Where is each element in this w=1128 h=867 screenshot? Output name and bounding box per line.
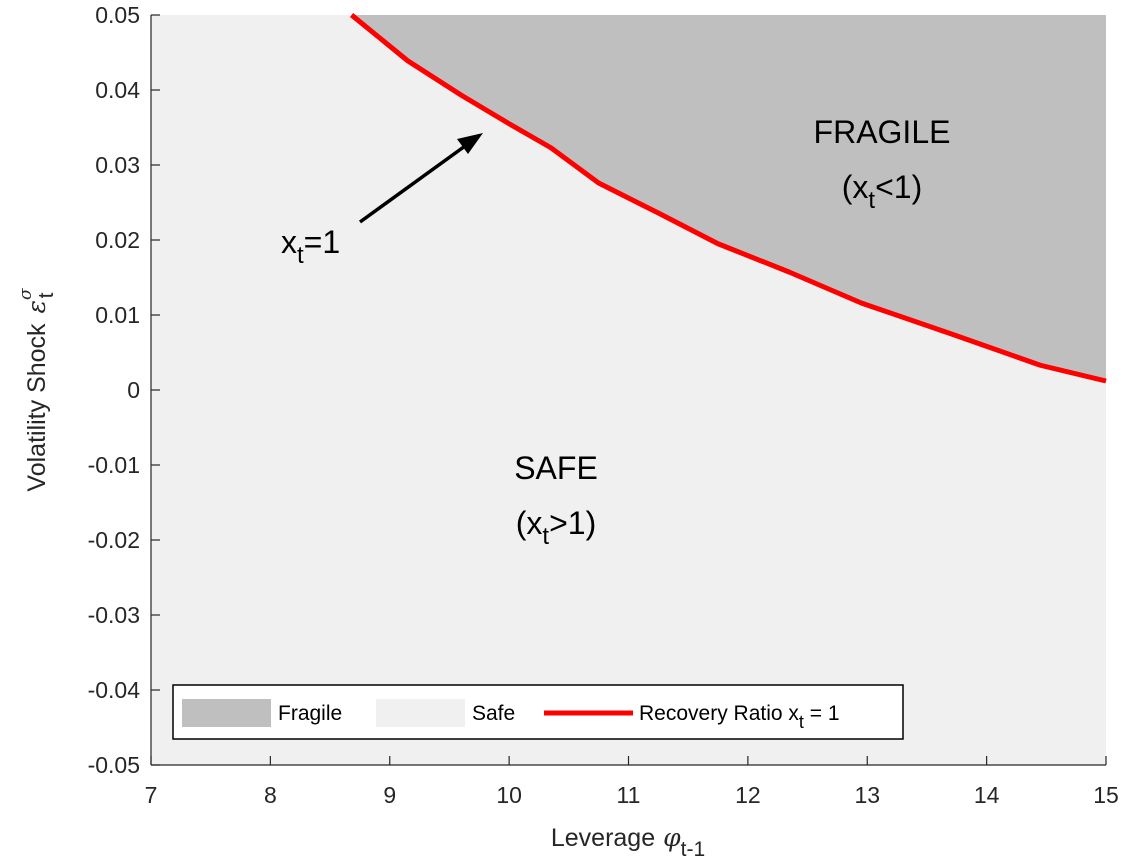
fragile-condition-rest: <1) xyxy=(875,169,922,205)
y-tick-label: -0.01 xyxy=(88,452,140,478)
annotation-arrow-shaft xyxy=(358,139,474,224)
legend-boundary-rest: = 1 xyxy=(804,702,840,725)
axis-ticks: 7 8 9 10 11 12 13 14 15 0.05 0.04 0.03 0.02 0.01 0 -0.0… xyxy=(88,2,1119,808)
x-tick-label: 8 xyxy=(264,782,277,808)
y-tick-label: 0.04 xyxy=(95,77,140,103)
x-tick-label: 7 xyxy=(145,782,158,808)
legend-boundary-main: Recovery Ratio x xyxy=(639,702,799,725)
safe-condition-sub: t xyxy=(542,523,549,550)
safe-region-label: SAFE xyxy=(514,450,598,486)
boundary-line xyxy=(349,13,1107,384)
y-tick-label: -0.05 xyxy=(88,752,140,778)
legend: Fragile Safe Recovery Ratio xt = 1 xyxy=(172,684,904,740)
x-tick-label: 13 xyxy=(854,782,880,808)
safe-condition-main: (x xyxy=(516,505,543,541)
y-tick-label: -0.04 xyxy=(88,677,141,703)
legend-boundary-sub: t xyxy=(799,712,804,732)
safe-region-condition: (xt>1) xyxy=(516,505,596,550)
annotation-main: x xyxy=(281,224,297,260)
legend-boundary-label: Recovery Ratio xt = 1 xyxy=(639,702,840,732)
legend-safe-swatch xyxy=(376,699,465,727)
safe-condition-rest: >1) xyxy=(549,505,596,541)
y-tick-label: -0.03 xyxy=(88,602,140,628)
fragile-region-condition: (xt<1) xyxy=(842,169,922,214)
fragile-condition-sub: t xyxy=(868,187,875,214)
y-tick-label: 0.05 xyxy=(95,2,140,28)
legend-safe-label: Safe xyxy=(472,702,515,725)
y-tick-label: -0.02 xyxy=(88,527,140,553)
plot-area xyxy=(151,13,1107,765)
svg-text:Volatility Shockεσt: Volatility Shock εσt xyxy=(16,288,58,492)
annotation-label: xt=1 xyxy=(281,224,340,269)
y-tick-label: 0 xyxy=(127,377,140,403)
x-axis-label-sub: t-1 xyxy=(681,838,706,861)
legend-fragile-swatch xyxy=(182,699,271,727)
annotation-arrow-head xyxy=(457,133,483,154)
x-tick-label: 15 xyxy=(1093,782,1119,808)
x-axis-label: Leverage φt-1 xyxy=(551,823,705,861)
annotation-sub: t xyxy=(297,242,304,269)
legend-box xyxy=(172,684,904,740)
y-axis-label-text: Volatility Shock xyxy=(23,323,51,492)
x-axis-label-symbol: φ xyxy=(663,823,681,852)
y-axis-label: Volatility Shock εσt xyxy=(16,288,58,492)
legend-fragile-label: Fragile xyxy=(278,702,342,725)
fragile-region-label: FRAGILE xyxy=(814,114,951,150)
y-tick-label: 0.02 xyxy=(95,227,140,253)
x-axis-label-text: Leverage xyxy=(551,824,655,852)
annotation-rest: =1 xyxy=(304,224,340,260)
x-tick-label: 10 xyxy=(496,782,522,808)
y-axis-label-sub: t xyxy=(35,292,58,298)
x-tick-label: 14 xyxy=(974,782,1000,808)
y-tick-label: 0.01 xyxy=(95,302,140,328)
x-tick-label: 11 xyxy=(617,782,641,808)
y-axis-label-symbol: ε xyxy=(22,300,51,313)
fragile-region xyxy=(351,15,1106,381)
y-axis-label-sup: σ xyxy=(16,288,36,300)
x-tick-label: 12 xyxy=(735,782,761,808)
fragile-condition-main: (x xyxy=(842,169,869,205)
x-tick-label: 9 xyxy=(383,782,396,808)
y-tick-label: 0.03 xyxy=(95,152,140,178)
